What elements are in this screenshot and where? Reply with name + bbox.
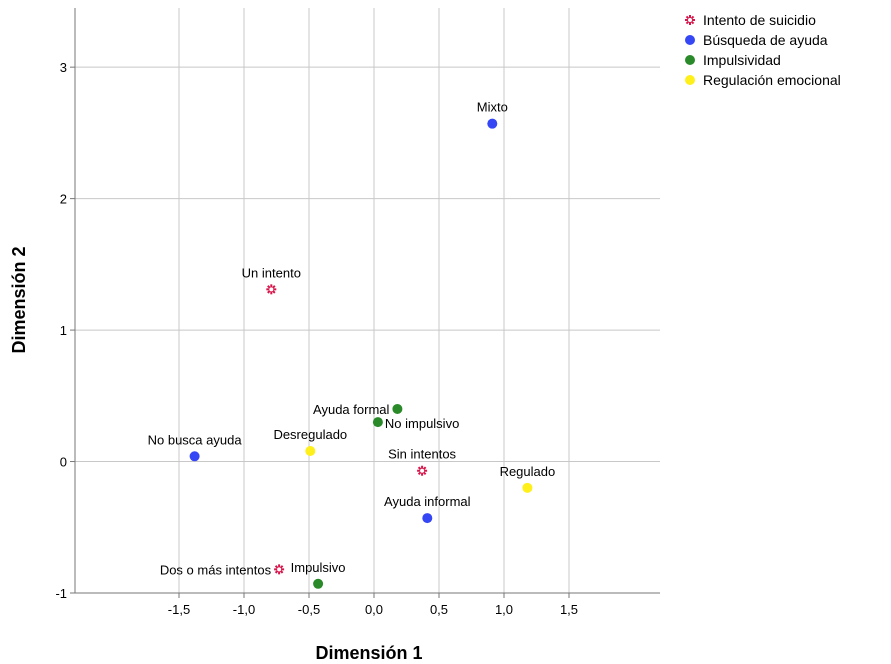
asterisk-center [688,18,692,22]
point-label: Ayuda informal [384,494,471,509]
legend-dot-icon [685,35,695,45]
x-tick-label: -0,5 [298,602,320,617]
point-dos-o-m-s-intentos [274,564,285,575]
asterisk-center [269,287,274,292]
x-tick-label: -1,5 [168,602,190,617]
asterisk-center [277,567,282,572]
legend-entry: Impulsividad [685,52,781,68]
point-labels: Un intento Sin intentos Dos o más intentos… [148,100,556,578]
x-tick-label: 0,0 [365,602,383,617]
point-ayuda-informal [422,513,433,524]
legend-entry: Intento de suicidio [685,12,816,28]
point-no-busca-ayuda [189,451,200,462]
legend-asterisk-icon [685,15,695,25]
legend-entry: Búsqueda de ayuda [685,32,828,48]
data-points [189,118,533,589]
point-label: Un intento [242,265,301,280]
legend-dot-icon [685,55,695,65]
point-desregulado [305,446,316,457]
x-tick-label: -1,0 [233,602,255,617]
x-tick-label: 1,0 [495,602,513,617]
legend: Intento de suicidio Búsqueda de ayuda Impu… [685,12,841,88]
x-axis-title: Dimensión 1 [315,643,422,663]
point-un-intento [266,284,277,295]
tick-labels: -1,5 -1,0 -0,5 0,0 0,5 1,0 1,5 -1 0 1 2 3 [55,60,578,617]
point-sin-intentos [417,465,428,476]
legend-label: Impulsividad [703,52,781,68]
point-label: Ayuda formal [313,402,389,417]
point-regulado [522,482,533,493]
point-ayuda-formal [392,403,403,414]
y-tick-label: -1 [55,586,67,601]
grid-lines [75,8,660,594]
legend-dot-icon [685,75,695,85]
point-label: Desregulado [273,427,347,442]
asterisk-center [420,468,425,473]
point-mixto [487,118,498,129]
point-label: Dos o más intentos [160,562,272,577]
y-tick-label: 3 [60,60,67,75]
point-label: Mixto [477,100,508,115]
legend-label: Regulación emocional [703,72,841,88]
y-tick-label: 0 [60,455,67,470]
point-label: No busca ayuda [148,432,243,447]
point-label: Impulsivo [291,560,346,575]
y-tick-label: 2 [60,192,67,207]
legend-entry: Regulación emocional [685,72,841,88]
point-label: No impulsivo [385,416,459,431]
point-impulsivo [313,578,324,589]
x-tick-label: 0,5 [430,602,448,617]
legend-label: Intento de suicidio [703,12,816,28]
point-label: Sin intentos [388,447,456,462]
axes [74,8,660,594]
legend-label: Búsqueda de ayuda [703,32,828,48]
point-no-impulsivo [372,417,383,428]
x-tick-label: 1,5 [560,602,578,617]
y-tick-label: 1 [60,323,67,338]
point-label: Regulado [500,464,556,479]
y-axis-title: Dimensión 2 [9,246,29,353]
